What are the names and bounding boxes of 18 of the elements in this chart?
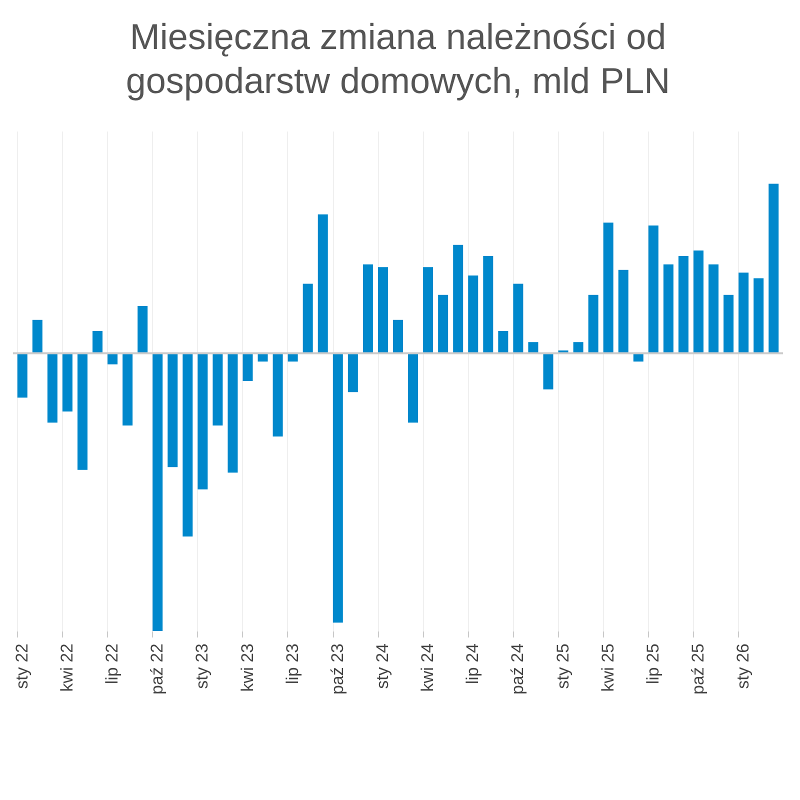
x-tick-label: paź 23 [328, 644, 347, 695]
chart-title: Miesięczna zmiana należności od gospodarstw domowych, mld PLN [126, 16, 670, 101]
x-tick-label: kwi 24 [418, 644, 438, 692]
x-tick-label: kwi 23 [238, 644, 257, 692]
x-tick-label: sty 26 [734, 644, 753, 689]
x-tick-label: paź 22 [148, 644, 167, 695]
x-tick-label: lip 24 [463, 644, 482, 684]
x-tick-label: paź 24 [508, 644, 528, 695]
x-tick-label: paź 25 [688, 644, 708, 695]
x-tick-label: sty 23 [192, 644, 212, 689]
x-tick-label: lip 25 [643, 644, 662, 684]
x-tick-label: sty 25 [553, 644, 572, 689]
x-tick-label: lip 23 [282, 644, 302, 684]
x-tick-label: kwi 22 [57, 644, 76, 692]
x-tick-label: sty 22 [12, 644, 32, 689]
x-tick-label: sty 24 [372, 644, 392, 689]
x-tick-label: lip 22 [102, 644, 122, 684]
x-tick-label: kwi 25 [598, 644, 618, 692]
